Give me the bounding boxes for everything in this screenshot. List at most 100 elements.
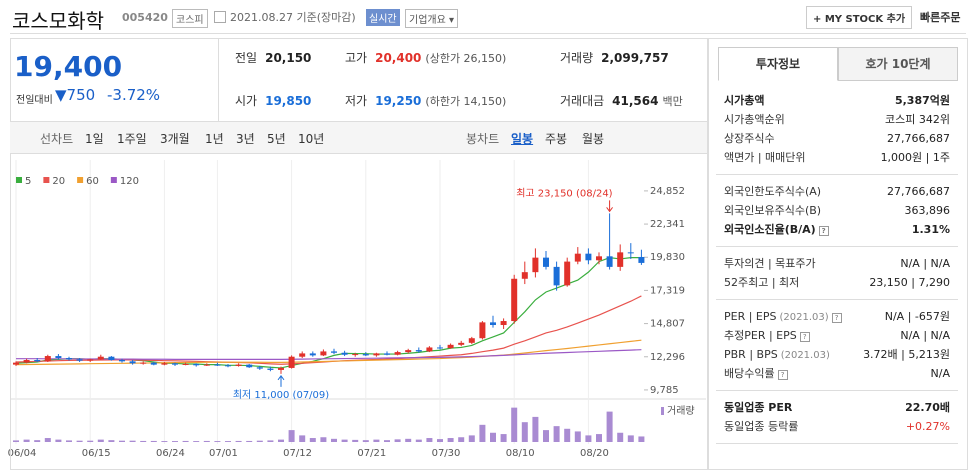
info-value: N/A — [930, 367, 950, 380]
tab-group-label: 봉차트 — [466, 132, 500, 146]
candle-body — [490, 322, 496, 326]
x-tick-label: 06/15 — [82, 448, 111, 459]
info-tab[interactable]: 호가 10단계 — [838, 47, 958, 81]
period-tab[interactable]: 1년 — [205, 132, 224, 146]
period-tab[interactable]: 3년 — [236, 132, 255, 146]
help-icon: ? — [818, 226, 829, 236]
volume-bar — [119, 440, 125, 442]
candle-body — [331, 351, 337, 353]
volume-bar — [468, 435, 475, 442]
volume-bar — [341, 439, 348, 442]
change: ▼750 — [55, 86, 96, 104]
candle-body — [214, 364, 221, 366]
divider — [218, 38, 219, 121]
volume-bar — [585, 435, 592, 442]
candle-body — [55, 356, 62, 359]
info-label: 외국인한도주식수(A) — [724, 182, 821, 201]
period-tab[interactable]: 10년 — [298, 132, 325, 146]
legend-swatch — [43, 177, 50, 183]
period-tab[interactable]: 1주일 — [117, 132, 147, 146]
period-tab[interactable]: 1일 — [85, 132, 104, 146]
y-tick-label: 9,785 — [650, 385, 679, 396]
volume-bar — [384, 440, 390, 442]
volume-bar — [34, 440, 41, 442]
volume-bar — [256, 440, 263, 442]
candle-body — [638, 256, 645, 263]
annotation: 최저 11,000 (07/09) — [233, 389, 329, 401]
stock-name: 코스모화학 — [12, 9, 104, 33]
y-tick-label: 12,296 — [650, 352, 685, 363]
candle-body — [225, 365, 231, 367]
volume-bar — [574, 431, 581, 442]
candle-body — [193, 363, 200, 366]
candle-body — [23, 360, 30, 363]
period-tab[interactable]: 3개월 — [160, 132, 190, 146]
volume-bar — [638, 436, 645, 442]
label-text: 시가총액 — [724, 94, 765, 107]
summary-cell: 저가 19,250 (하한가 14,150) — [345, 92, 506, 109]
candle-body — [161, 363, 168, 365]
chart-panel — [10, 38, 708, 470]
info-label: 액면가 | 매매단위 — [724, 148, 806, 167]
candle-body — [606, 256, 613, 267]
volume-swatch — [661, 407, 664, 415]
volume-bar — [447, 438, 454, 442]
candle-body — [564, 261, 571, 286]
info-row: 투자의견 | 목표주가 N/A | N/A — [724, 254, 950, 273]
period-tab[interactable]: 주봉 — [545, 132, 568, 146]
label-text: 52주최고 | 최저 — [724, 276, 800, 289]
candle-body — [150, 362, 157, 365]
info-row: 외국인소진율(B/A)? 1.31% — [724, 220, 950, 239]
candle-body — [447, 344, 454, 349]
info-tab[interactable]: 투자정보 — [718, 47, 838, 81]
candle-body — [44, 356, 51, 362]
summary-cell: 거래량 2,099,757 — [560, 49, 669, 66]
candle-body — [373, 353, 380, 356]
candle-body — [309, 353, 316, 356]
info-row: 52주최고 | 최저 23,150 | 7,290 — [724, 273, 950, 292]
volume-bar — [405, 438, 412, 442]
summary-cell: 거래대금 41,564 백만 — [560, 92, 683, 109]
volume-bar — [564, 428, 571, 442]
candle-body — [203, 364, 210, 366]
volume-bar — [225, 441, 231, 442]
info-label: 배당수익률? — [724, 364, 788, 383]
volume-bar — [490, 432, 496, 442]
period-tab[interactable]: 월봉 — [582, 132, 605, 146]
volume-bar — [521, 422, 528, 442]
candle-body — [267, 368, 274, 370]
legend-swatch — [110, 177, 117, 183]
info-value: 3.72배 | 5,213원 — [863, 348, 950, 361]
candle-body — [617, 252, 624, 267]
period-tab[interactable]: 일봉 — [511, 132, 534, 146]
candle-body — [246, 364, 253, 368]
info-section: 동일업종 PER 22.70배 동일업종 등락률 +0.27% — [716, 391, 958, 444]
overview[interactable]: 기업개요 ▾ — [405, 9, 458, 28]
candle-body — [405, 350, 412, 353]
date: 2021.08.27 기준(장마감) — [230, 11, 356, 24]
my-stock-button[interactable]: + MY STOCK 추가 — [806, 6, 913, 29]
realtime[interactable]: 실시간 — [366, 9, 400, 26]
info-label: 동일업종 PER — [724, 398, 792, 417]
volume-bar — [500, 434, 507, 442]
volume-bar — [596, 434, 602, 442]
candle-body — [543, 257, 549, 267]
volume-bar — [108, 440, 115, 442]
info-row: 외국인한도주식수(A) 27,766,687 — [724, 182, 950, 201]
volume-bar — [426, 438, 433, 442]
info-row: 동일업종 등락률 +0.27% — [724, 417, 950, 436]
quick-order[interactable]: 빠른주문 — [920, 11, 961, 24]
info-label: 외국인소진율(B/A)? — [724, 220, 829, 239]
info-label: 52주최고 | 최저 — [724, 273, 799, 292]
info-row: 동일업종 PER 22.70배 — [724, 398, 950, 417]
period-tab[interactable]: 5년 — [267, 132, 286, 146]
label-text: PBR | BPS — [724, 348, 778, 361]
volume-bar — [606, 411, 613, 442]
volume-bar — [278, 439, 284, 442]
label: 저가 — [345, 94, 368, 108]
label: 시가 — [235, 94, 258, 108]
volume-bar — [66, 440, 72, 442]
volume-bar — [97, 439, 104, 442]
candle-body — [627, 252, 634, 254]
